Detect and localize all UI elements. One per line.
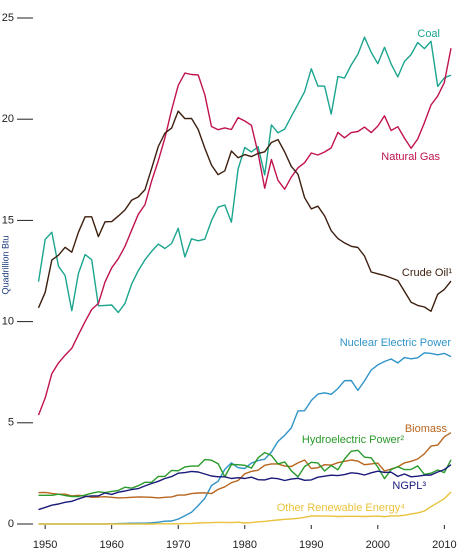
series-label: Coal [417,28,440,40]
y-tick-label: 20 [2,113,14,125]
y-axis-title: Quadrillion Btu [0,235,10,294]
x-tick-label: 1950 [33,539,57,551]
x-tick-label: 2000 [366,539,390,551]
series-label: Natural Gas [381,151,440,163]
series-line [37,110,452,312]
y-tick-label: 10 [2,316,14,328]
x-tick-label: 1980 [233,539,257,551]
series-line [38,464,452,511]
x-tick-label: 1990 [299,539,323,551]
series-line [38,432,452,499]
series-line [38,449,452,498]
series-label: Nuclear Electric Power [340,337,452,349]
x-tick-label: 1970 [166,539,190,551]
y-tick-label: 25 [2,12,14,24]
series-line [38,491,452,525]
series-line [37,36,452,314]
series-line [37,48,452,416]
series-label: Hydroelectric Power² [302,434,404,446]
y-tick-label: 5 [8,417,14,429]
y-tick-label: 0 [8,518,14,530]
series-label: Biomass [405,423,448,435]
series-label: Other Renewable Energy⁴ [277,502,406,514]
x-tick-label: 2010 [432,539,456,551]
series-label: Crude Oil¹ [402,267,452,279]
x-tick-label: 1960 [99,539,123,551]
y-tick-label: 15 [2,214,14,226]
series-label: NGPL³ [392,480,426,492]
